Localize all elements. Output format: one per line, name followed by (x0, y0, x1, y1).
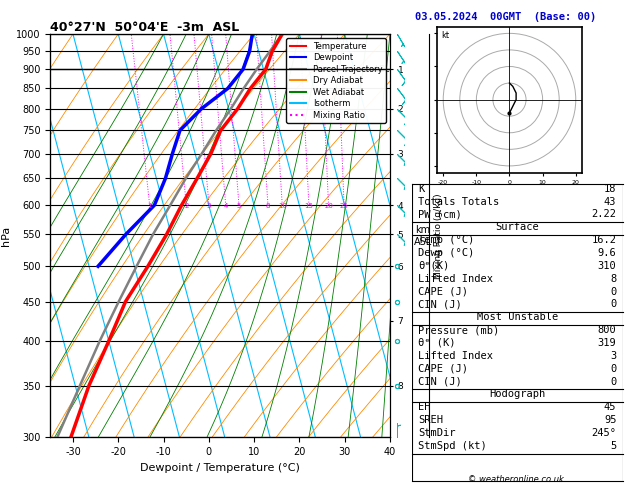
Text: 2.22: 2.22 (591, 209, 616, 220)
Text: 8: 8 (610, 274, 616, 284)
Text: Lifted Index: Lifted Index (418, 274, 493, 284)
Text: Hodograph: Hodograph (489, 389, 545, 399)
Text: 20: 20 (324, 203, 333, 208)
Text: Most Unstable: Most Unstable (477, 312, 558, 322)
Text: CAPE (J): CAPE (J) (418, 364, 469, 374)
Text: StmSpd (kt): StmSpd (kt) (418, 441, 487, 451)
Text: StmDir: StmDir (418, 428, 456, 438)
Text: kt: kt (441, 31, 449, 40)
Text: 5: 5 (610, 441, 616, 451)
Text: PW (cm): PW (cm) (418, 209, 462, 220)
Text: Surface: Surface (496, 222, 539, 232)
Text: 9.6: 9.6 (598, 248, 616, 258)
Text: 40°27'N  50°04'E  -3m  ASL: 40°27'N 50°04'E -3m ASL (50, 21, 240, 34)
Y-axis label: hPa: hPa (1, 226, 11, 246)
Text: Dewp (°C): Dewp (°C) (418, 248, 474, 258)
Y-axis label: Mixing Ratio (g/kg): Mixing Ratio (g/kg) (435, 193, 443, 278)
Text: Totals Totals: Totals Totals (418, 197, 499, 207)
Text: CIN (J): CIN (J) (418, 377, 462, 386)
Text: CIN (J): CIN (J) (418, 299, 462, 310)
Text: 43: 43 (604, 197, 616, 207)
Text: 2: 2 (184, 203, 189, 208)
Text: LCL: LCL (374, 65, 389, 74)
Text: SREH: SREH (418, 415, 443, 425)
Text: EH: EH (418, 402, 431, 412)
Text: 4: 4 (223, 203, 228, 208)
Text: 3: 3 (207, 203, 211, 208)
Text: θᵉ(K): θᵉ(K) (418, 261, 450, 271)
Text: 03.05.2024  00GMT  (Base: 00): 03.05.2024 00GMT (Base: 00) (415, 12, 596, 22)
Text: 0: 0 (610, 377, 616, 386)
Text: 245°: 245° (591, 428, 616, 438)
Text: 10: 10 (278, 203, 287, 208)
Text: θᵉ (K): θᵉ (K) (418, 338, 456, 348)
Text: Lifted Index: Lifted Index (418, 351, 493, 361)
Text: 800: 800 (598, 325, 616, 335)
Text: 319: 319 (598, 338, 616, 348)
Text: 16.2: 16.2 (591, 235, 616, 245)
Text: 0: 0 (610, 287, 616, 296)
X-axis label: Dewpoint / Temperature (°C): Dewpoint / Temperature (°C) (140, 463, 300, 473)
Text: 8: 8 (265, 203, 270, 208)
Text: © weatheronline.co.uk: © weatheronline.co.uk (468, 474, 564, 484)
Text: 95: 95 (604, 415, 616, 425)
Text: 310: 310 (598, 261, 616, 271)
Text: 0: 0 (610, 299, 616, 310)
Text: Pressure (mb): Pressure (mb) (418, 325, 499, 335)
Text: 1: 1 (147, 203, 152, 208)
Text: 18: 18 (604, 184, 616, 194)
Text: Temp (°C): Temp (°C) (418, 235, 474, 245)
Text: 45: 45 (604, 402, 616, 412)
Text: 3: 3 (610, 351, 616, 361)
Text: 5: 5 (237, 203, 241, 208)
Text: 15: 15 (304, 203, 313, 208)
Y-axis label: km
ASL: km ASL (414, 225, 432, 246)
Legend: Temperature, Dewpoint, Parcel Trajectory, Dry Adiabat, Wet Adiabat, Isotherm, Mi: Temperature, Dewpoint, Parcel Trajectory… (286, 38, 386, 123)
Text: 0: 0 (610, 364, 616, 374)
Text: CAPE (J): CAPE (J) (418, 287, 469, 296)
Text: K: K (418, 184, 425, 194)
Text: 25: 25 (340, 203, 348, 208)
